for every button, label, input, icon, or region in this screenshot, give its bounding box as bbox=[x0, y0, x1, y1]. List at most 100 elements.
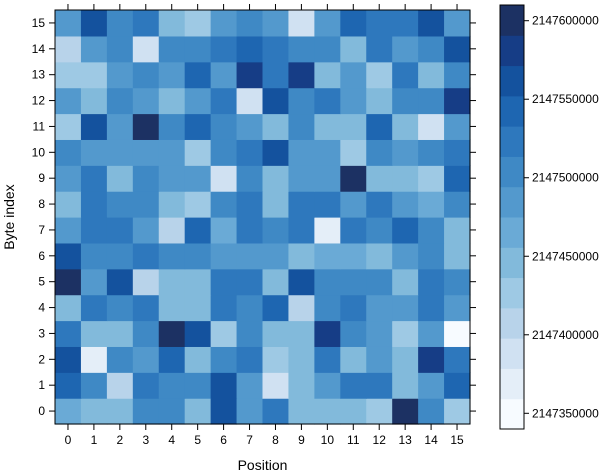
heatmap-cell bbox=[262, 10, 290, 37]
heatmap-cell bbox=[288, 242, 315, 270]
heatmap-cell bbox=[210, 372, 238, 399]
heatmap-cell bbox=[366, 61, 393, 89]
heatmap-cell bbox=[132, 10, 160, 37]
heatmap-cell bbox=[132, 191, 160, 218]
y-tick-label: 13 bbox=[32, 68, 46, 82]
heatmap-cell bbox=[106, 87, 134, 115]
heatmap-cell bbox=[236, 87, 264, 115]
x-tick-label: 5 bbox=[194, 433, 201, 447]
heatmap-cell bbox=[366, 372, 393, 399]
heatmap-cell bbox=[366, 10, 393, 37]
heatmap-cell bbox=[392, 87, 419, 115]
heatmap-cell bbox=[392, 346, 419, 373]
heatmap-cell bbox=[444, 191, 471, 218]
heatmap-cell bbox=[55, 268, 82, 296]
heatmap-cell bbox=[55, 294, 82, 322]
heatmap-cell bbox=[366, 268, 393, 296]
heatmap-cell bbox=[132, 113, 160, 140]
heatmap-cell bbox=[158, 294, 186, 322]
heatmap-cell bbox=[80, 268, 108, 296]
heatmap-cell bbox=[80, 398, 108, 425]
heatmap-cell bbox=[444, 372, 471, 399]
y-tick-label: 9 bbox=[38, 171, 45, 185]
colorbar-label: 2147550000 bbox=[532, 92, 599, 106]
heatmap-cell bbox=[236, 113, 264, 140]
heatmap-cell bbox=[314, 165, 341, 192]
heatmap-cell bbox=[236, 191, 264, 218]
heatmap-cell bbox=[80, 191, 108, 218]
heatmap-cell bbox=[262, 294, 290, 322]
y-tick-label: 5 bbox=[38, 275, 45, 289]
colorbar-swatch bbox=[500, 5, 524, 36]
heatmap-cell bbox=[158, 87, 186, 115]
heatmap-cell bbox=[418, 242, 445, 270]
heatmap-cell bbox=[55, 191, 82, 218]
heatmap-cell bbox=[80, 217, 108, 244]
heatmap-cell bbox=[418, 398, 445, 425]
heatmap-cell bbox=[288, 10, 315, 37]
heatmap-cell bbox=[210, 113, 238, 140]
heatmap-cell bbox=[132, 398, 160, 425]
heatmap-cell bbox=[340, 10, 367, 37]
heatmap-cell bbox=[340, 294, 367, 322]
heatmap-cell bbox=[184, 113, 212, 140]
heatmap-cell bbox=[55, 10, 82, 37]
heatmap-cell bbox=[80, 61, 108, 89]
heatmap-cell bbox=[236, 346, 264, 373]
y-tick-label: 8 bbox=[38, 197, 45, 211]
heatmap-cell bbox=[106, 10, 134, 37]
heatmap-cell bbox=[366, 191, 393, 218]
heatmap-cells bbox=[55, 10, 471, 425]
heatmap-cell bbox=[210, 242, 238, 270]
colorbar: 2147350000 2147400000 2147450000 2147500000… bbox=[499, 4, 599, 430]
y-tick-label: 0 bbox=[38, 404, 45, 418]
heatmap-cell bbox=[314, 320, 341, 347]
heatmap-cell bbox=[314, 346, 341, 373]
x-tick-label: 0 bbox=[65, 433, 72, 447]
heatmap-cell bbox=[340, 242, 367, 270]
heatmap-cell bbox=[236, 10, 264, 37]
heatmap-cell bbox=[132, 346, 160, 373]
heatmap-cell bbox=[340, 268, 367, 296]
heatmap-cell bbox=[184, 139, 212, 166]
heatmap-cell bbox=[262, 87, 290, 115]
heatmap-cell bbox=[106, 217, 134, 244]
heatmap-cell bbox=[366, 320, 393, 347]
heatmap-cell bbox=[80, 372, 108, 399]
heatmap-cell bbox=[158, 398, 186, 425]
heatmap-cell bbox=[106, 61, 134, 89]
heatmap-cell bbox=[288, 294, 315, 322]
heatmap-cell bbox=[55, 242, 82, 270]
heatmap-cell bbox=[236, 398, 264, 425]
heatmap-cell bbox=[158, 346, 186, 373]
heatmap-cell bbox=[288, 191, 315, 218]
heatmap-cell bbox=[340, 191, 367, 218]
heatmap-cell bbox=[418, 268, 445, 296]
colorbar-swatch bbox=[500, 217, 524, 248]
colorbar-swatch bbox=[500, 247, 524, 279]
heatmap-cell bbox=[288, 346, 315, 373]
colorbar-label: 2147400000 bbox=[532, 328, 599, 342]
x-tick-label: 11 bbox=[347, 433, 360, 447]
colorbar-label: 2147450000 bbox=[532, 249, 599, 263]
x-tick-label: 7 bbox=[246, 433, 253, 447]
colorbar-swatch bbox=[500, 186, 524, 218]
heatmap-cell bbox=[392, 191, 419, 218]
heatmap-cell bbox=[184, 346, 212, 373]
colorbar-swatch bbox=[500, 277, 524, 309]
heatmap-cell bbox=[314, 113, 341, 140]
heatmap-cell bbox=[210, 268, 238, 296]
y-tick-label: 6 bbox=[38, 249, 45, 263]
heatmap-cell bbox=[158, 217, 186, 244]
heatmap-cell bbox=[184, 61, 212, 89]
heatmap-cell bbox=[340, 398, 367, 425]
heatmap-cell bbox=[210, 165, 238, 192]
colorbar-label: 2147600000 bbox=[532, 14, 599, 28]
heatmap-cell bbox=[55, 320, 82, 347]
heatmap-cell bbox=[314, 35, 341, 63]
y-tick-label: 2 bbox=[38, 352, 45, 366]
colorbar-swatch bbox=[500, 95, 524, 127]
heatmap-cell bbox=[184, 398, 212, 425]
heatmap-cell bbox=[418, 165, 445, 192]
x-tick-label: 2 bbox=[117, 433, 124, 447]
